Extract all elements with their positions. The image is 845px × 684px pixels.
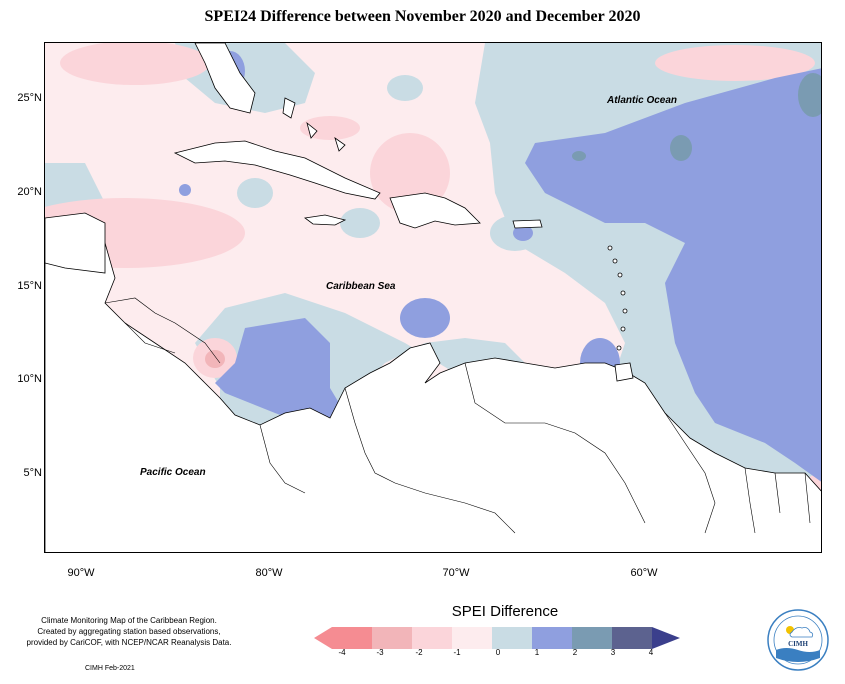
lat-label-25n: 25°N [17,92,42,104]
credits-block: Climate Monitoring Map of the Caribbean … [0,615,258,648]
legend-tick: -4 [338,648,346,657]
lat-label-10n: 10°N [17,373,42,385]
spei-map [45,43,821,552]
legend-colorbar [314,627,680,649]
legend-swatch-neg3 [372,627,412,649]
credits-line: Created by aggregating station based obs… [37,627,221,636]
credits-line: provided by CariCOF, with NCEP/NCAR Rean… [26,638,232,647]
legend-tick: 3 [610,648,616,657]
lon-label-60w: 60°W [630,567,658,579]
pacific-ocean-label: Pacific Ocean [140,467,206,478]
lon-label-80w: 80°W [255,567,283,579]
legend-swatch-neg1 [452,627,492,649]
lon-label-70w: 70°W [442,567,470,579]
atlantic-ocean-label: Atlantic Ocean [607,95,678,106]
logo-label: CIMH [788,640,808,648]
caribbean-sea-label: Caribbean Sea [326,281,396,292]
zone-neg3-to-neg2 [205,350,225,368]
legend-swatch-neg4 [332,627,372,649]
map-area[interactable]: Atlantic Ocean Caribbean Sea Pacific Oce… [44,42,822,553]
legend-swatch-2 [572,627,612,649]
legend-tick: 4 [648,648,654,657]
legend-title: SPEI Difference [451,603,559,620]
legend-tick: 2 [572,648,578,657]
legend-swatch-over [652,627,680,649]
cloud-icon [789,627,814,638]
legend-tick: 1 [534,648,540,657]
wave-icon [776,648,820,662]
land-masses [45,43,821,552]
legend-swatch-neg2 [412,627,452,649]
country-borders [104,297,811,534]
legend-tick: -1 [453,648,461,657]
zone-1-to-2 [179,51,821,482]
legend-tick: -3 [376,648,384,657]
zone-2-to-3 [572,73,821,161]
legend-swatch-0 [492,627,532,649]
legend-tick: -2 [415,648,423,657]
legend-swatch-1 [532,627,572,649]
legend-tick: 0 [495,648,501,657]
credits-line: Climate Monitoring Map of the Caribbean … [41,616,217,625]
lat-label-15n: 15°N [17,280,42,292]
lat-label-5n: 5°N [23,467,42,479]
credits-date: CIMH Feb-2021 [85,665,135,672]
lat-label-20n: 20°N [17,186,42,198]
legend-swatch-3 [612,627,652,649]
cimh-logo: CIMH [767,609,829,671]
lon-label-90w: 90°W [67,567,95,579]
legend-swatch-under [314,627,332,649]
map-title: SPEI24 Difference between November 2020 … [204,8,641,25]
